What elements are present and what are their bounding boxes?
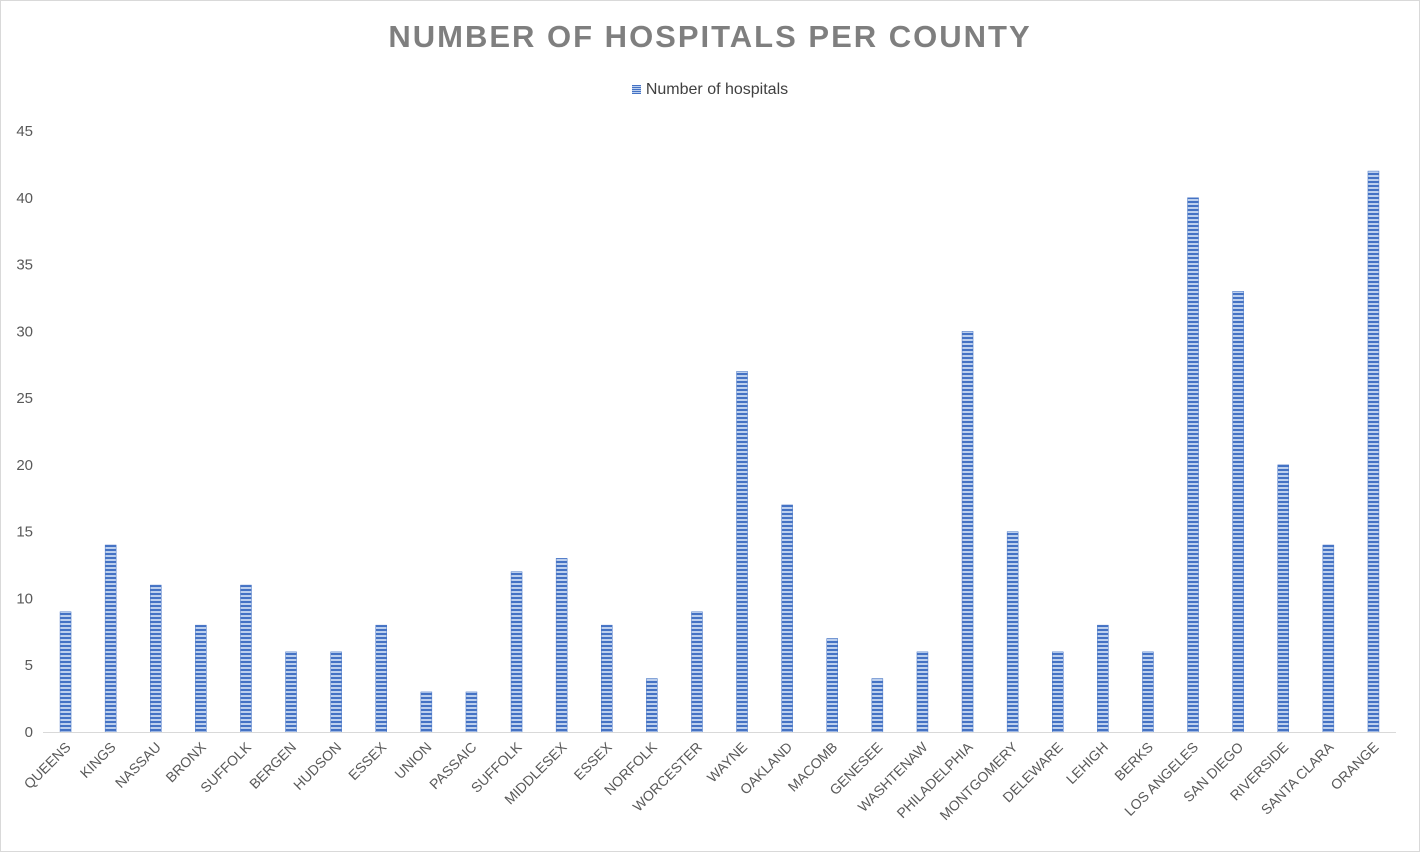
bar [961,331,974,733]
bar [1142,651,1154,733]
legend-label: Number of hospitals [645,81,789,98]
y-tick-label: 45 [16,123,33,140]
x-tick-label: ESSEX [571,738,616,783]
bar [150,584,162,733]
y-axis: 0 5 10 15 20 25 30 35 40 45 [16,123,33,741]
bar [375,624,387,733]
bar [285,651,297,733]
bar [826,638,838,733]
bar [1277,464,1289,733]
bar [510,571,523,733]
bars [59,170,1380,733]
bar [736,371,748,733]
x-tick-label: LEHIGH [1063,739,1111,787]
x-axis: QUEENS KINGSNASSAUBRONXSUFFOLKBERGENHUDSO… [21,732,1396,823]
bar [1322,544,1335,733]
chart-title: NUMBER OF HOSPITALS PER COUNTY [388,19,1032,54]
y-tick-label: 40 [16,190,33,207]
bar [871,678,884,733]
x-tick-label: KINGS [77,739,119,781]
x-tick-label: PHILADELPHIA [893,738,976,821]
bar [420,691,433,733]
x-tick-label: HUDSON [290,739,344,793]
bar [104,544,117,733]
bar [59,611,72,733]
bar [330,651,342,733]
bar [1187,197,1199,733]
bar [195,624,207,733]
bar [1232,291,1244,733]
y-tick-label: 5 [25,657,33,674]
bar [240,584,252,733]
legend: Number of hospitals [1,81,1419,99]
y-tick-label: 0 [25,724,33,741]
bar [1367,170,1380,733]
bar [555,558,568,733]
x-tick-label: NASSAU [112,739,164,791]
y-tick-label: 30 [16,323,33,340]
legend-swatch [631,85,641,94]
x-tick-label: UNION [391,739,434,782]
y-tick-label: 35 [16,257,33,274]
x-tick-label: ORANGE [1327,739,1381,793]
x-tick-label: MONTGOMERY [936,738,1021,823]
y-tick-label: 10 [16,590,33,607]
bar [465,691,478,733]
x-tick-label: QUEENS [21,739,74,792]
bar [781,504,793,733]
bar [916,651,929,733]
bar [691,611,703,733]
bar [601,624,613,733]
x-tick-label: ESSEX [345,738,390,783]
y-tick-label: 20 [16,457,33,474]
x-tick-label: BERKS [1111,739,1156,784]
y-tick-label: 15 [16,524,33,541]
bar [646,678,658,733]
bar [1006,531,1019,733]
y-tick-label: 25 [16,390,33,407]
bar [1052,651,1064,733]
bar [1097,624,1109,733]
